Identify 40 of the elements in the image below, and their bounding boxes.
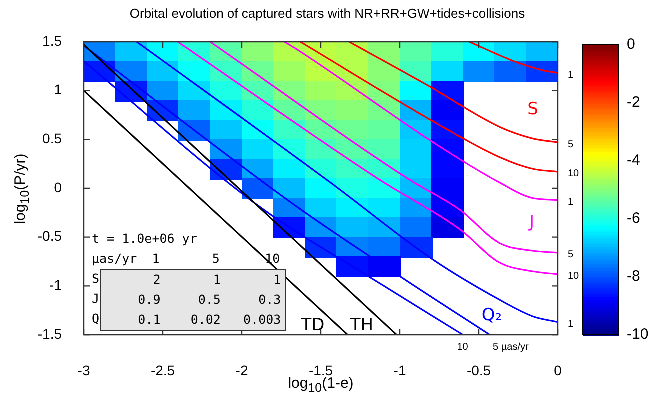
annotation: TD — [300, 315, 325, 336]
y-tick-label: 1 — [54, 82, 62, 98]
series-label: 5 — [568, 139, 574, 150]
series-label: 10 — [568, 168, 580, 180]
annotation: Q₂ — [482, 305, 502, 326]
y-tick-label: -1.5 — [38, 326, 62, 342]
annotation: µas/yr 1 5 10 — [92, 250, 282, 268]
color-bar-label: -6 — [627, 210, 640, 228]
series-label: 10 — [568, 271, 580, 282]
y-tick-label: 0.5 — [42, 130, 62, 147]
x-tick-label: -3 — [78, 362, 90, 378]
x-tick-label: -2.5 — [150, 362, 176, 378]
x-tick-label: -2 — [236, 362, 248, 378]
series-label: 1 — [568, 70, 574, 82]
table-frame: 2 1 1 0.9 0.5 0.3 0.1 0.02 0.003 — [100, 269, 286, 331]
color-bar-label: -10 — [627, 326, 649, 344]
annotation: TH — [349, 315, 374, 336]
x-tick-label: -1 — [394, 362, 406, 378]
y-tick-label: 1.5 — [42, 32, 62, 49]
annotation: t = 1.0e+06 yr — [92, 230, 198, 248]
annotation: J — [528, 212, 535, 232]
color-bar-label: -4 — [627, 152, 640, 170]
y-tick-label: -0.5 — [38, 228, 62, 244]
color-bar-label: -2 — [627, 94, 640, 112]
x-tick-label: 0 — [554, 362, 562, 378]
text: S — [92, 271, 100, 286]
y-tick-label: -1 — [50, 277, 62, 294]
annotation: S — [528, 99, 538, 120]
color-bar-label: -8 — [627, 268, 640, 286]
y-tick-label: 0 — [54, 179, 62, 196]
x-tick-label: -0.5 — [466, 362, 492, 378]
series-label: 1 — [568, 196, 574, 208]
chart-title: Orbital evolution of captured stars with NR+RR+GW+tides+collisions — [128, 6, 526, 21]
text: Q — [92, 311, 100, 326]
text: J — [92, 291, 100, 306]
series-label: 5 — [568, 250, 574, 261]
color-bar-label: 0 — [627, 36, 636, 54]
series-label: 10 — [457, 342, 469, 353]
series-label: 1 — [568, 319, 574, 330]
series-label: 5 µas/yr — [493, 342, 530, 353]
